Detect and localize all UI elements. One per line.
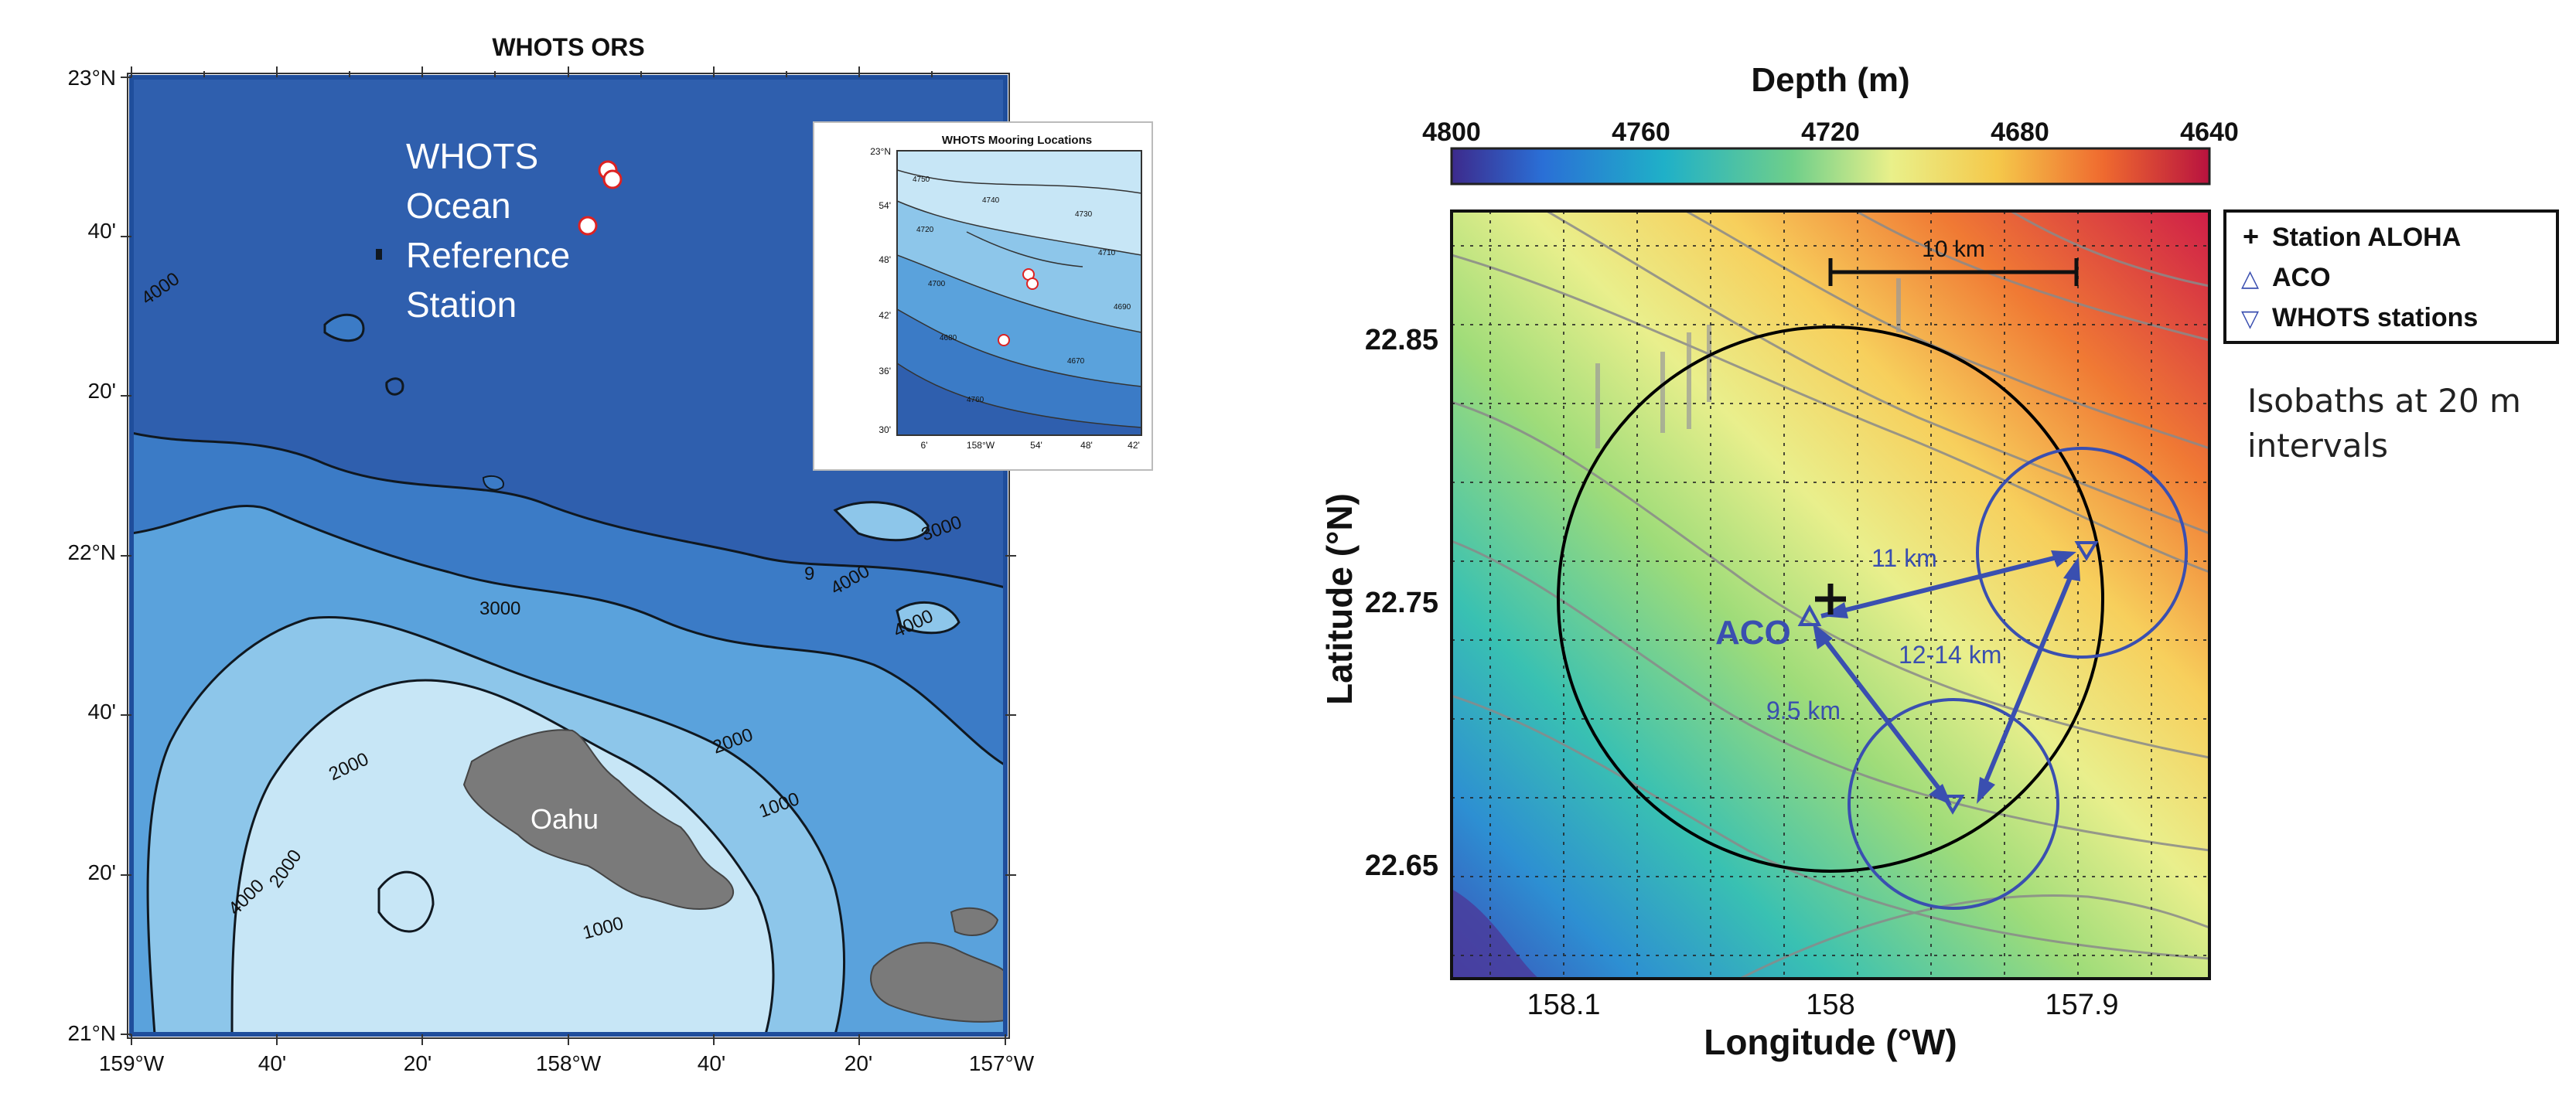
station-label: WHOTS Ocean Reference Station bbox=[406, 136, 570, 325]
x-axis-label: Longitude (°W) bbox=[1704, 1022, 1957, 1062]
svg-text:4670: 4670 bbox=[1067, 357, 1085, 366]
y-axis-label: Latitude (°N) bbox=[1319, 493, 1360, 705]
whots-north-circle bbox=[1976, 447, 2188, 659]
svg-text:36': 36' bbox=[879, 366, 891, 376]
svg-text:22.85: 22.85 bbox=[1365, 324, 1438, 356]
svg-text:11 km: 11 km bbox=[1871, 544, 1937, 572]
svg-text:54': 54' bbox=[1030, 440, 1042, 451]
svg-text:Reference: Reference bbox=[406, 235, 570, 275]
svg-text:158°W: 158°W bbox=[967, 440, 995, 451]
distance-arrows bbox=[1813, 550, 2080, 805]
legend-symbol-aco: △ bbox=[2241, 265, 2259, 292]
svg-text:4760: 4760 bbox=[1612, 117, 1670, 147]
svg-text:22°N: 22°N bbox=[67, 540, 116, 564]
legend-label-aco: ACO bbox=[2272, 263, 2331, 292]
svg-text:54': 54' bbox=[879, 200, 891, 211]
svg-text:40': 40' bbox=[698, 1051, 726, 1075]
svg-text:3000: 3000 bbox=[479, 598, 520, 619]
left-map: WHOTS ORS bbox=[67, 33, 1153, 1075]
inset-map: WHOTS Mooring Locations 23°N 54' 48' 42'… bbox=[813, 121, 1153, 471]
whots-station-markers bbox=[578, 160, 623, 236]
svg-text:9.5 km: 9.5 km bbox=[1766, 696, 1841, 724]
svg-text:20': 20' bbox=[404, 1051, 432, 1075]
svg-text:159°W: 159°W bbox=[99, 1051, 165, 1075]
svg-text:4740: 4740 bbox=[982, 196, 1000, 205]
svg-text:42': 42' bbox=[1128, 440, 1140, 451]
svg-text:WHOTS: WHOTS bbox=[406, 136, 538, 176]
isobath-note: Isobaths at 20 m intervals bbox=[2247, 382, 2521, 465]
legend-label-aloha: Station ALOHA bbox=[2272, 223, 2461, 252]
svg-text:20': 20' bbox=[88, 379, 117, 403]
right-map-frame bbox=[1450, 209, 2211, 980]
colorbar-ticks: 4800 4760 4720 4680 4640 bbox=[1422, 117, 2239, 147]
whots-north-marker bbox=[2074, 541, 2099, 561]
svg-text:157°W: 157°W bbox=[969, 1051, 1035, 1075]
left-lat-ticks: 23°N 40' 20' 22°N 40' 20' 21°N bbox=[67, 66, 116, 1045]
svg-text:Ocean: Ocean bbox=[406, 186, 511, 226]
svg-text:30': 30' bbox=[879, 424, 891, 435]
svg-text:4720: 4720 bbox=[1801, 117, 1860, 147]
svg-text:10 km: 10 km bbox=[1922, 237, 1985, 262]
aco-marker bbox=[1797, 604, 1822, 626]
svg-text:48': 48' bbox=[879, 254, 891, 265]
aco-label: ACO bbox=[1715, 614, 1791, 652]
legend-label-whots: WHOTS stations bbox=[2272, 303, 2478, 332]
svg-text:40': 40' bbox=[88, 700, 117, 724]
svg-text:4690: 4690 bbox=[1114, 303, 1131, 312]
svg-text:158: 158 bbox=[1806, 989, 1854, 1021]
station-aloha-marker bbox=[1815, 584, 1846, 615]
scale-bar: 10 km bbox=[1828, 237, 2079, 286]
svg-text:42': 42' bbox=[879, 310, 891, 321]
svg-text:4730: 4730 bbox=[1075, 210, 1093, 219]
left-lon-ticks: 159°W 40' 20' 158°W 40' 20' 157°W bbox=[99, 1051, 1035, 1075]
svg-text:20': 20' bbox=[88, 860, 117, 884]
svg-text:48': 48' bbox=[1080, 440, 1093, 451]
svg-text:Station: Station bbox=[406, 284, 517, 325]
molokai-island bbox=[870, 942, 1005, 1023]
whots-south-marker bbox=[1940, 795, 1965, 815]
svg-text:158.1: 158.1 bbox=[1527, 989, 1600, 1021]
svg-text:4800: 4800 bbox=[1422, 117, 1481, 147]
svg-text:4710: 4710 bbox=[1098, 249, 1116, 257]
svg-text:12-14 km: 12-14 km bbox=[1899, 641, 2001, 669]
right-map: Depth (m) 4800 4760 4720 4680 4640 bbox=[1319, 61, 2559, 1062]
inset-title: WHOTS Mooring Locations bbox=[942, 134, 1092, 147]
distance-labels: 11 km 12-14 km 9.5 km bbox=[1766, 544, 2001, 724]
svg-text:40': 40' bbox=[88, 219, 117, 243]
right-lon-ticks: 158.1 158 157.9 bbox=[1527, 989, 2118, 1021]
svg-text:20': 20' bbox=[844, 1051, 873, 1075]
legend-symbol-aloha: + bbox=[2243, 220, 2259, 252]
legend: + Station ALOHA △ ACO ▽ WHOTS stations bbox=[2223, 209, 2559, 344]
svg-text:4760: 4760 bbox=[967, 396, 984, 404]
svg-text:22.75: 22.75 bbox=[1365, 587, 1438, 619]
right-lat-ticks: 22.85 22.75 22.65 bbox=[1365, 324, 1438, 882]
station-aloha-circle bbox=[1557, 325, 2104, 873]
svg-text:40': 40' bbox=[258, 1051, 287, 1075]
oahu-label: Oahu bbox=[531, 803, 599, 835]
svg-text:4700: 4700 bbox=[928, 280, 946, 288]
svg-text:22.65: 22.65 bbox=[1365, 850, 1438, 882]
svg-text:9: 9 bbox=[804, 564, 814, 584]
oahu-island bbox=[462, 729, 735, 910]
svg-text:4750: 4750 bbox=[913, 175, 930, 184]
whots-south-circle bbox=[1848, 698, 2059, 910]
colorbar bbox=[1450, 147, 2211, 186]
svg-text:4720: 4720 bbox=[916, 226, 934, 234]
svg-text:4680: 4680 bbox=[940, 334, 957, 342]
svg-text:23°N: 23°N bbox=[67, 66, 116, 90]
legend-symbol-whots: ▽ bbox=[2241, 305, 2259, 332]
svg-text:158°W: 158°W bbox=[536, 1051, 602, 1075]
svg-text:21°N: 21°N bbox=[67, 1021, 116, 1045]
svg-text:4680: 4680 bbox=[1991, 117, 2049, 147]
svg-text:23°N: 23°N bbox=[870, 146, 891, 157]
left-frame-ticks bbox=[121, 66, 1016, 1045]
svg-text:4640: 4640 bbox=[2180, 117, 2239, 147]
svg-text:157.9: 157.9 bbox=[2045, 989, 2118, 1021]
colorbar-title: Depth (m) bbox=[1751, 61, 1909, 99]
svg-text:6': 6' bbox=[921, 440, 928, 451]
left-map-title: WHOTS ORS bbox=[492, 33, 644, 61]
